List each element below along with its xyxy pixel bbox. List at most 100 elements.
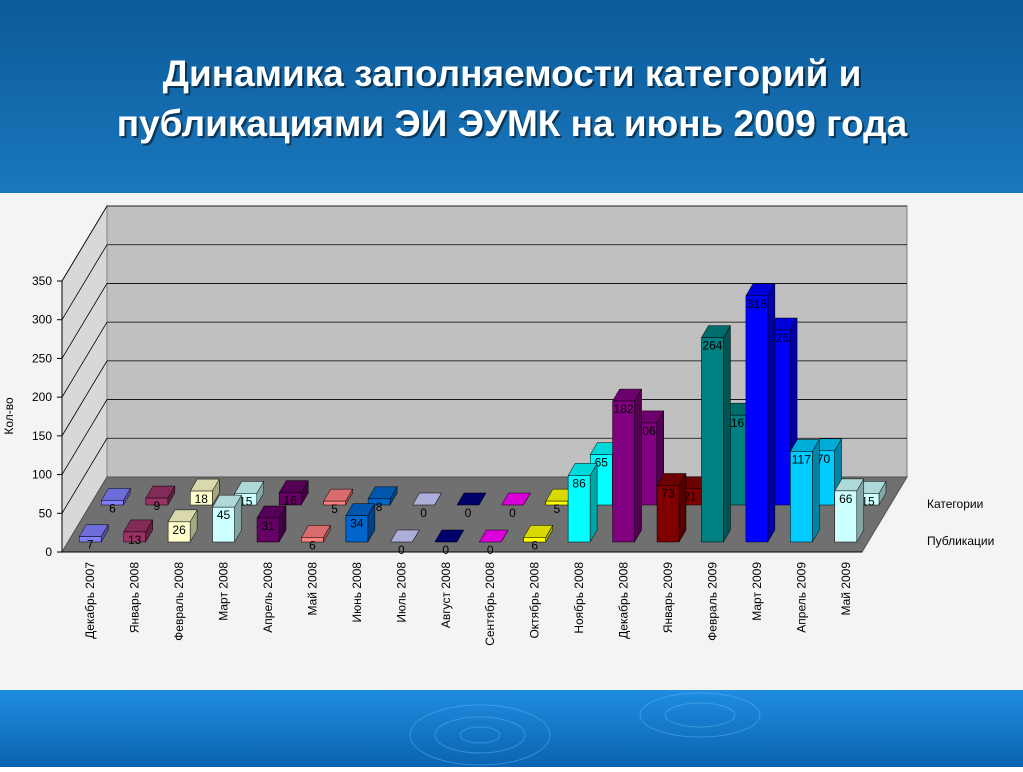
grid-line — [61, 360, 907, 437]
value-label: 66 — [839, 492, 853, 506]
bar-side — [723, 324, 731, 543]
chart-title: Динамика заполняемости категорий и — [163, 53, 862, 94]
bar — [790, 451, 813, 543]
bar — [567, 475, 591, 543]
bar-top — [389, 529, 420, 543]
value-label: 34 — [350, 517, 364, 531]
bar — [323, 500, 346, 506]
y-tick-label: 50 — [39, 506, 53, 520]
x-tick-label: Май 2009 — [839, 562, 853, 616]
bar — [278, 492, 302, 506]
x-tick-label: Апрель 2008 — [261, 562, 275, 633]
y-tick-label: 250 — [32, 351, 52, 365]
bar-side — [634, 388, 642, 543]
title-shadow: Динамика заполняемости категорий и — [165, 55, 864, 96]
bar — [123, 531, 146, 543]
title-band — [0, 0, 1023, 193]
x-tick-label: Сентябрь 2008 — [483, 562, 497, 646]
bar — [523, 537, 546, 543]
bar — [145, 497, 169, 506]
x-tick-label: Март 2009 — [750, 562, 764, 621]
x-tick-label: Январь 2008 — [128, 562, 142, 633]
value-label: 31 — [261, 519, 275, 533]
value-label: 16 — [284, 494, 298, 508]
x-tick-label: Март 2008 — [217, 562, 231, 621]
title-shadow: публикациями ЭИ ЭУМК на июнь 2009 года — [119, 105, 910, 146]
bar — [190, 490, 213, 506]
value-label: 6 — [309, 538, 316, 552]
value-label: 0 — [509, 506, 516, 520]
value-label: 0 — [487, 543, 494, 557]
value-label: 7 — [87, 538, 94, 552]
value-label: 182 — [614, 402, 634, 416]
bar-top — [500, 492, 531, 506]
bar — [345, 515, 369, 543]
value-label: 0 — [420, 506, 427, 520]
bar — [834, 490, 858, 543]
bar — [101, 500, 124, 506]
bar-top — [434, 529, 465, 543]
x-tick-label: Июнь 2008 — [350, 562, 364, 623]
value-label: 26 — [172, 523, 186, 537]
grid-line — [61, 321, 907, 398]
x-tick-label: Июль 2008 — [394, 562, 408, 623]
value-label: 73 — [661, 486, 675, 500]
bar-top — [478, 529, 509, 543]
ripples — [409, 692, 761, 766]
bar-side — [812, 438, 820, 543]
grid-line — [61, 244, 907, 320]
value-label: 318 — [747, 297, 767, 311]
value-label: 264 — [702, 339, 722, 353]
bar — [656, 485, 680, 543]
value-label: 13 — [128, 533, 142, 547]
bar — [167, 521, 191, 543]
value-label: 70 — [817, 452, 831, 466]
value-label: 6 — [109, 501, 116, 515]
x-tick-label: Май 2008 — [305, 562, 319, 616]
legend-label: Публикации — [927, 534, 994, 548]
bar-side — [589, 462, 598, 543]
bar — [745, 295, 769, 543]
x-tick-label: Август 2008 — [439, 562, 453, 628]
bar — [367, 498, 391, 506]
value-label: 65 — [595, 456, 609, 470]
value-label: 45 — [217, 508, 231, 522]
bar — [256, 517, 280, 543]
value-label: 0 — [465, 506, 472, 520]
bar-top — [456, 492, 487, 506]
x-tick-label: Ноябрь 2008 — [572, 562, 586, 634]
value-label: 15 — [861, 494, 875, 508]
y-tick-label: 100 — [32, 468, 52, 482]
x-tick-label: Декабрь 2007 — [83, 562, 97, 639]
x-tick-label: Декабрь 2008 — [617, 562, 631, 639]
y-tick-label: 350 — [32, 274, 52, 288]
grid-line — [61, 283, 907, 359]
y-tick-label: 0 — [45, 545, 52, 559]
value-label: 8 — [376, 500, 383, 514]
bar-side — [767, 282, 776, 543]
y-axis-label: Кол-во — [2, 397, 16, 435]
value-label: 6 — [531, 538, 538, 552]
value-label: 5 — [331, 502, 338, 516]
bar — [78, 536, 102, 543]
value-label: 9 — [154, 499, 161, 513]
bar-top — [412, 492, 442, 506]
bar — [301, 537, 324, 543]
value-label: 0 — [442, 543, 449, 557]
x-tick-label: Апрель 2009 — [794, 562, 808, 633]
bar — [212, 506, 235, 543]
x-tick-label: Февраль 2008 — [172, 562, 186, 641]
legend-label: Категории — [927, 497, 983, 511]
value-label: 21 — [684, 490, 698, 504]
x-tick-label: Октябрь 2008 — [528, 562, 542, 639]
x-tick-label: Январь 2009 — [661, 562, 675, 633]
x-tick-label: Февраль 2009 — [705, 562, 719, 641]
chart-title: публикациями ЭИ ЭУМК на июнь 2009 года — [117, 103, 908, 144]
value-label: 117 — [792, 452, 811, 466]
bar — [701, 337, 724, 543]
y-tick-label: 150 — [32, 429, 52, 443]
bar — [612, 400, 635, 543]
grid-line — [61, 205, 907, 282]
value-label: 15 — [239, 494, 253, 508]
